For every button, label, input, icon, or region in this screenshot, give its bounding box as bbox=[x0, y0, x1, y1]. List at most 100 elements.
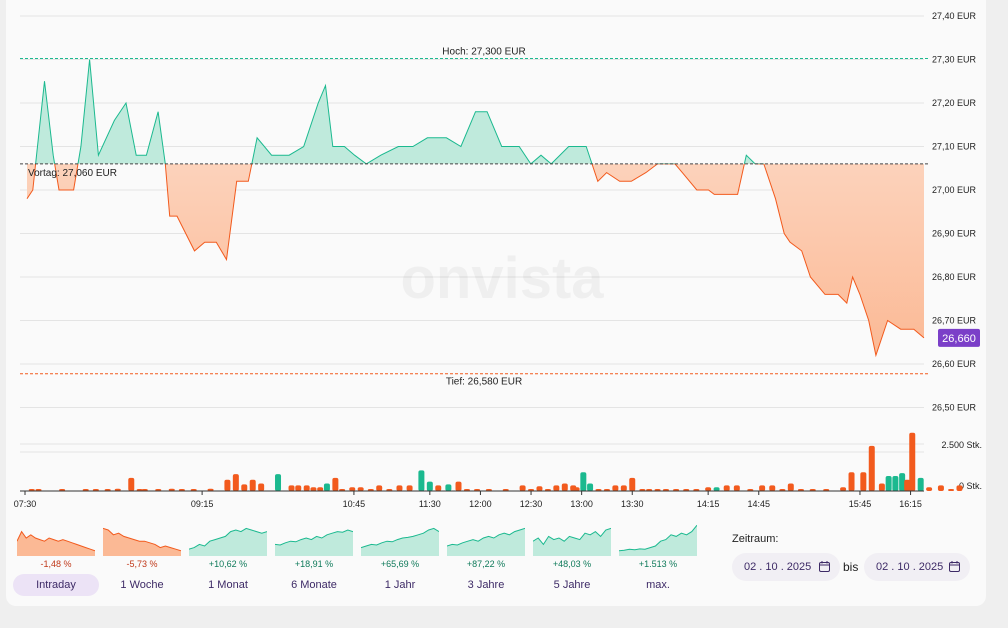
range-thumbnail-6[interactable]: +48,03 % bbox=[533, 518, 611, 569]
volume-bar bbox=[310, 487, 317, 491]
volume-bar bbox=[892, 475, 899, 491]
low-label: Tief: 26,580 EUR bbox=[446, 377, 522, 388]
volume-bar bbox=[445, 484, 452, 491]
sparkline-area bbox=[361, 528, 439, 556]
x-tick-label: 09:15 bbox=[191, 499, 214, 509]
price-area-down bbox=[27, 163, 924, 356]
volume-bar bbox=[956, 485, 963, 491]
sparkline-area bbox=[275, 530, 353, 556]
date-from-value: 02 . 10 . 2025 bbox=[744, 561, 812, 573]
volume-bar bbox=[349, 487, 356, 491]
range-thumbnail-5[interactable]: +87,22 % bbox=[447, 518, 525, 569]
range-thumbnail-3[interactable]: +18,91 % bbox=[275, 518, 353, 569]
range-thumbnail-4[interactable]: +65,69 % bbox=[361, 518, 439, 569]
volume-bar bbox=[860, 472, 867, 491]
volume-tick-label: 2.500 Stk. bbox=[941, 440, 982, 450]
range-change: +87,22 % bbox=[466, 559, 506, 569]
volume-bar bbox=[249, 479, 256, 491]
sparkline bbox=[103, 527, 181, 556]
volume-bar bbox=[573, 487, 580, 491]
volume-bar bbox=[553, 485, 560, 491]
range-button-max-[interactable]: max. bbox=[646, 579, 670, 591]
date-to-field[interactable]: 02 . 10 . 2025 bbox=[864, 553, 970, 581]
range-button-1-woche[interactable]: 1 Woche bbox=[120, 579, 164, 591]
y-tick-label: 27,30 EUR bbox=[932, 55, 977, 65]
range-change: +1.513 % bbox=[638, 559, 678, 569]
volume-bar bbox=[323, 483, 330, 491]
previous-close-label: Vortag: 27,060 EUR bbox=[28, 168, 117, 179]
volume-bar bbox=[418, 470, 425, 491]
volume-bar bbox=[406, 485, 413, 491]
range-thumbnail-0[interactable]: -1,48 % bbox=[17, 518, 95, 569]
y-tick-label: 27,20 EUR bbox=[932, 98, 977, 108]
sparkline-area bbox=[189, 528, 267, 556]
last-price-value: 26,660 bbox=[942, 333, 976, 345]
sparkline-line bbox=[17, 530, 95, 552]
sparkline-line bbox=[275, 529, 353, 546]
range-button-6-monate[interactable]: 6 Monate bbox=[291, 579, 337, 591]
x-tick-label: 14:45 bbox=[747, 499, 770, 509]
range-thumbnail-2[interactable]: +10,62 % bbox=[189, 518, 267, 569]
range-button-1-monat[interactable]: 1 Monat bbox=[208, 579, 248, 591]
volume-bar bbox=[899, 473, 906, 491]
volume-bar bbox=[723, 485, 730, 491]
range-change: -1,48 % bbox=[40, 559, 72, 569]
volume-bar bbox=[224, 479, 231, 491]
volume-bar bbox=[904, 479, 911, 491]
volume-bar bbox=[948, 489, 955, 491]
watermark-logo: onvista bbox=[400, 246, 604, 311]
volume-bar bbox=[168, 488, 175, 491]
volume-tick-label: 0 Stk. bbox=[959, 481, 982, 491]
x-tick-label: 13:00 bbox=[570, 499, 593, 509]
y-tick-label: 26,90 EUR bbox=[932, 229, 977, 239]
y-tick-label: 26,80 EUR bbox=[932, 272, 977, 282]
volume-bar bbox=[848, 472, 855, 491]
date-from-field[interactable]: 02 . 10 . 2025 bbox=[732, 553, 840, 581]
y-tick-label: 26,60 EUR bbox=[932, 359, 977, 369]
volume-bar bbox=[295, 485, 302, 491]
volume-bar bbox=[705, 487, 712, 491]
volume-bar bbox=[232, 474, 239, 491]
volume-bar bbox=[878, 483, 885, 491]
y-tick-label: 26,50 EUR bbox=[932, 403, 977, 413]
volume-bar bbox=[769, 485, 776, 491]
volume-bar bbox=[587, 483, 594, 491]
bis-label: bis bbox=[843, 560, 859, 574]
x-tick-label: 12:00 bbox=[469, 499, 492, 509]
x-tick-label: 12:30 bbox=[520, 499, 543, 509]
sparkline bbox=[447, 527, 525, 556]
volume-bar bbox=[396, 485, 403, 491]
volume-bar bbox=[435, 485, 442, 491]
volume-bar bbox=[241, 484, 248, 491]
volume-bar bbox=[207, 488, 214, 491]
range-button-3-jahre[interactable]: 3 Jahre bbox=[467, 579, 505, 591]
x-tick-label: 16:15 bbox=[899, 499, 922, 509]
volume-bar bbox=[840, 487, 847, 491]
volume-bar bbox=[303, 485, 310, 491]
range-thumbnail-1[interactable]: -5,73 % bbox=[103, 518, 181, 569]
range-thumbnail-7[interactable]: +1.513 % bbox=[619, 518, 697, 569]
volume-bar bbox=[561, 483, 568, 491]
x-tick-label: 10:45 bbox=[343, 499, 366, 509]
calendar-icon bbox=[949, 561, 960, 572]
sparkline bbox=[361, 527, 439, 556]
y-tick-label: 27,40 EUR bbox=[932, 11, 977, 21]
sparkline bbox=[275, 529, 353, 556]
chart-card: 27,40 EUR 27,30 EUR 27,20 EUR 27,10 EUR 27,0… bbox=[6, 0, 986, 606]
volume-bar bbox=[288, 485, 295, 491]
volume-bar bbox=[258, 483, 265, 491]
volume-bar bbox=[332, 477, 339, 491]
zeitraum-label: Zeitraum: bbox=[732, 533, 779, 545]
price-line-down bbox=[26, 163, 925, 358]
range-button-intraday[interactable]: Intraday bbox=[13, 574, 99, 596]
sparkline-line bbox=[533, 527, 611, 546]
range-change: +48,03 % bbox=[552, 559, 592, 569]
range-button-5-jahre[interactable]: 5 Jahre bbox=[553, 579, 591, 591]
volume-bar bbox=[926, 487, 933, 491]
volume-bar bbox=[787, 483, 794, 491]
sparkline bbox=[189, 527, 267, 556]
x-tick-label: 13:30 bbox=[621, 499, 644, 509]
volume-bar bbox=[536, 486, 543, 491]
volume-bar bbox=[713, 487, 720, 491]
range-button-1-jahr[interactable]: 1 Jahr bbox=[384, 579, 416, 591]
